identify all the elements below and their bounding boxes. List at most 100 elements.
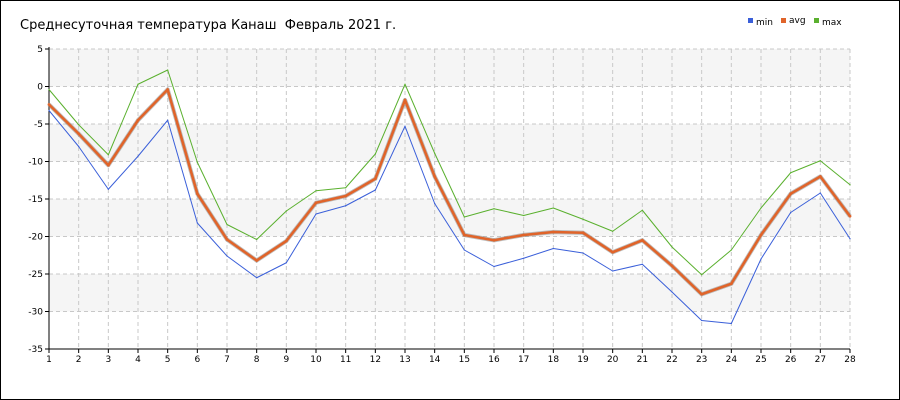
data-point-avg [670,264,674,268]
legend-label-max: max [822,18,842,28]
data-point-max [226,223,228,226]
x-tick-label: 23 [696,355,707,365]
x-tick-label: 11 [340,355,351,365]
x-tick-label: 25 [755,355,766,365]
legend-label-avg: avg [789,16,806,26]
data-point-min [730,322,732,325]
chart-title: Среднесуточная температура Канаш Февраль… [20,18,397,33]
data-point-max [819,160,821,162]
data-point-min [849,238,851,240]
series-line-avg [48,88,852,296]
data-point-max [790,172,792,174]
data-point-min [196,222,198,224]
data-point-max [612,230,614,232]
data-point-avg [106,163,110,167]
data-point-max [463,216,465,218]
data-point-max [345,187,347,189]
data-point-min [374,189,376,191]
data-point-max [582,218,584,220]
x-tick-label: 9 [283,355,289,365]
y-tick-label: -5 [34,120,43,130]
x-tick-label: 15 [459,355,470,365]
data-point-min [790,211,792,214]
data-point-min [404,125,406,127]
x-tick-label: 16 [488,355,500,365]
data-point-max [730,249,732,251]
background-band [49,124,850,162]
x-tick-label: 21 [637,355,648,365]
series-avg-shadow [47,87,852,297]
data-point-avg [729,282,733,286]
data-point-max [315,190,317,192]
data-point-min [552,247,554,250]
series-line-min [48,110,851,324]
data-point-avg [136,118,140,122]
data-point-max [137,83,139,85]
data-point-max [671,246,673,248]
data-point-max [285,210,287,212]
y-tick-label: -25 [28,270,43,280]
data-point-avg [581,231,585,235]
data-point-max [849,184,851,186]
data-point-min [523,257,525,259]
data-point-max [552,207,554,209]
data-point-avg [818,175,822,178]
x-tick-label: 26 [785,355,797,365]
data-point-max [196,161,198,163]
series-line-max [48,69,851,276]
data-point-max [107,154,109,156]
data-point-avg [47,103,51,106]
data-point-max [493,208,495,210]
x-tick-label: 28 [844,355,856,365]
data-point-avg [166,88,170,91]
data-point-avg [462,233,466,237]
data-point-avg [403,98,407,102]
x-tick-label: 2 [76,355,82,365]
x-tick-label: 13 [399,355,410,365]
data-point-min [612,270,614,272]
data-point-max [701,274,703,276]
y-tick-label: 5 [37,45,43,55]
data-point-max [760,207,762,209]
background-band [49,49,850,87]
y-tick-label: -10 [28,158,43,168]
y-tick-label: -30 [28,308,43,318]
data-point-avg [611,250,615,254]
data-point-max [256,238,258,241]
data-point-avg [314,201,318,205]
data-point-min [315,213,317,215]
data-point-max [434,152,436,154]
data-point-min [582,252,584,254]
legend-swatch-max [814,18,819,23]
data-point-avg [195,192,199,196]
data-point-min [137,155,139,157]
data-point-max [404,83,406,85]
data-point-avg [255,259,259,262]
legend-swatch-avg [781,18,786,23]
data-point-min [671,291,673,293]
data-point-min [493,265,495,268]
x-tick-label: 1 [46,355,52,365]
data-point-min [78,145,80,148]
data-point-max [641,209,643,211]
data-point-avg [373,177,377,181]
x-tick-label: 24 [726,355,738,365]
x-tick-label: 6 [194,355,200,365]
data-point-max [48,88,50,91]
data-point-min [167,119,169,121]
data-point-min [463,249,465,251]
x-tick-label: 20 [607,355,619,365]
x-tick-label: 19 [577,355,589,365]
data-point-avg [848,214,852,218]
x-tick-label: 8 [254,355,260,365]
data-point-min [285,262,287,264]
x-tick-label: 14 [429,355,441,365]
y-tick-label: -15 [28,195,43,205]
legend-swatch-min [748,18,753,23]
x-tick-label: 27 [815,355,826,365]
data-point-max [78,124,80,126]
data-point-avg [789,192,793,196]
x-tick-label: 12 [370,355,381,365]
data-point-min [107,188,109,190]
